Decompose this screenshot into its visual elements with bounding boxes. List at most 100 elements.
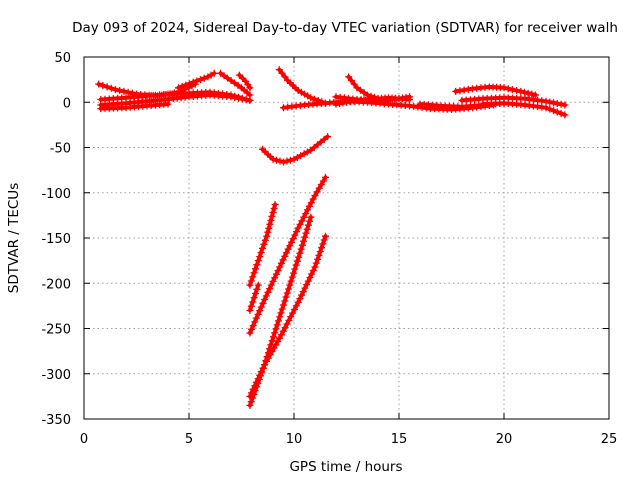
y-tick-label: -50 bbox=[50, 142, 71, 157]
data-point-marker bbox=[238, 95, 246, 103]
data-point-marker bbox=[313, 188, 321, 196]
y-tick-label: -100 bbox=[41, 187, 71, 202]
data-point-marker bbox=[319, 240, 327, 248]
data-point-marker bbox=[272, 270, 280, 278]
data-point-marker bbox=[259, 244, 266, 252]
data-point-marker bbox=[246, 401, 254, 409]
data-point-marker bbox=[289, 309, 297, 317]
x-tick-label: 10 bbox=[286, 432, 303, 447]
data-point-marker bbox=[246, 329, 254, 337]
data-point-marker bbox=[292, 302, 300, 310]
data-point-marker bbox=[350, 80, 358, 88]
series-arc-7 bbox=[235, 71, 254, 92]
data-point-marker bbox=[124, 88, 132, 96]
data-point-marker bbox=[103, 83, 111, 91]
series-arc-5 bbox=[175, 69, 218, 92]
data-point-marker bbox=[254, 257, 262, 265]
x-tick-label: 15 bbox=[391, 432, 408, 447]
data-point-marker bbox=[239, 74, 247, 82]
data-point-marker bbox=[532, 91, 539, 99]
data-point-marker bbox=[107, 84, 115, 92]
data-point-marker bbox=[261, 236, 269, 244]
data-point-marker bbox=[307, 94, 315, 102]
y-tick-label: 0 bbox=[63, 96, 71, 111]
data-point-marker bbox=[253, 285, 261, 293]
data-point-marker bbox=[273, 156, 280, 164]
y-tick-label: -150 bbox=[41, 232, 71, 247]
data-point-marker bbox=[406, 96, 413, 103]
data-point-marker bbox=[285, 285, 292, 293]
data-point-marker bbox=[311, 192, 319, 199]
x-tick-label: 5 bbox=[185, 432, 193, 447]
data-point-marker bbox=[300, 237, 308, 245]
data-point-marker bbox=[267, 281, 275, 289]
data-point-marker bbox=[294, 298, 302, 306]
data-point-marker bbox=[282, 293, 290, 301]
data-point-marker bbox=[343, 98, 350, 106]
data-point-marker bbox=[299, 288, 307, 296]
data-point-marker bbox=[178, 82, 186, 90]
data-point-marker bbox=[288, 273, 296, 281]
data-point-marker bbox=[302, 229, 310, 237]
data-point-marker bbox=[508, 86, 516, 94]
data-point-marker bbox=[315, 251, 323, 259]
data-point-marker bbox=[281, 252, 289, 260]
data-point-marker bbox=[251, 318, 259, 326]
data-point-marker bbox=[249, 298, 257, 306]
series-arc-16 bbox=[416, 99, 508, 111]
data-point-marker bbox=[557, 110, 565, 117]
data-point-marker bbox=[517, 87, 525, 95]
data-point-marker bbox=[311, 95, 318, 103]
data-point-marker bbox=[257, 249, 265, 256]
series-arc-18 bbox=[246, 201, 279, 289]
data-point-marker bbox=[347, 77, 355, 84]
data-point-marker bbox=[210, 69, 218, 77]
x-tick-label: 0 bbox=[80, 432, 88, 447]
data-point-marker bbox=[294, 224, 302, 232]
data-point-marker bbox=[273, 321, 281, 329]
series-line bbox=[218, 71, 252, 97]
data-point-marker bbox=[315, 184, 323, 192]
data-point-marker bbox=[307, 199, 315, 207]
data-point-marker bbox=[231, 94, 239, 101]
data-point-marker bbox=[546, 105, 554, 113]
data-point-marker bbox=[553, 108, 561, 116]
data-point-marker bbox=[250, 269, 258, 277]
data-point-marker bbox=[298, 217, 306, 225]
series-arc-14 bbox=[458, 94, 569, 109]
data-point-marker bbox=[500, 99, 508, 107]
data-point-marker bbox=[283, 289, 291, 297]
data-point-marker bbox=[542, 104, 550, 112]
data-point-marker bbox=[280, 158, 287, 166]
data-point-marker bbox=[182, 81, 190, 89]
data-point-marker bbox=[235, 71, 243, 79]
data-point-marker bbox=[259, 364, 267, 372]
data-point-marker bbox=[267, 216, 275, 224]
data-point-marker bbox=[304, 206, 311, 214]
data-point-marker bbox=[300, 213, 308, 221]
data-point-marker bbox=[345, 73, 353, 81]
series-arc-6 bbox=[217, 69, 254, 99]
data-point-marker bbox=[252, 265, 259, 273]
data-point-marker bbox=[276, 263, 284, 271]
data-point-marker bbox=[302, 210, 310, 218]
data-point-marker bbox=[280, 301, 287, 309]
data-point-marker bbox=[561, 101, 569, 109]
data-point-marker bbox=[542, 97, 550, 105]
series-arc-13 bbox=[452, 83, 539, 99]
data-point-marker bbox=[246, 84, 254, 92]
data-point-marker bbox=[322, 173, 329, 181]
data-point-marker bbox=[270, 205, 278, 212]
data-point-marker bbox=[246, 306, 254, 314]
data-point-marker bbox=[292, 261, 300, 269]
data-point-marker bbox=[247, 302, 255, 310]
data-point-marker bbox=[260, 240, 268, 248]
series-arc-17 bbox=[259, 133, 332, 166]
data-point-marker bbox=[269, 333, 277, 341]
data-point-marker bbox=[297, 245, 305, 253]
data-point-marker bbox=[250, 294, 258, 302]
data-point-marker bbox=[249, 273, 257, 281]
data-point-marker bbox=[193, 77, 201, 85]
data-point-marker bbox=[276, 157, 284, 165]
